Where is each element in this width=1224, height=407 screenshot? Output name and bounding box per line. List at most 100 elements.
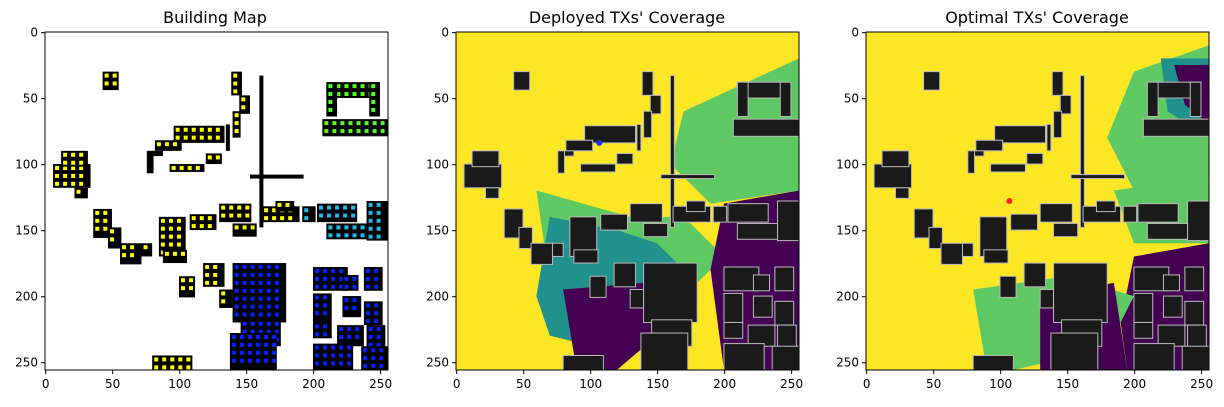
tx-candidate-dot	[314, 276, 319, 281]
tx-candidate-dot	[336, 225, 341, 230]
tx-candidate-dot	[234, 113, 239, 118]
tx-candidate-dot	[371, 356, 376, 361]
tx-candidate-dot	[250, 304, 255, 309]
tx-candidate-dot	[247, 350, 252, 355]
building	[972, 354, 1014, 370]
tx-candidate-dot	[79, 173, 84, 178]
building	[107, 227, 122, 249]
tx-candidate-dot	[323, 268, 328, 273]
building	[1142, 118, 1209, 137]
tx-candidate-dot	[352, 305, 357, 310]
x-tick-label: 50	[926, 377, 941, 391]
tx-candidate-dot	[215, 127, 220, 132]
tx-candidate-dot	[95, 218, 100, 223]
tx-candidate-dot	[242, 265, 247, 270]
building	[1122, 205, 1138, 223]
tx-candidate-dot	[168, 242, 173, 247]
tx-candidate-dot	[304, 216, 309, 221]
y-tick-label: 0	[30, 26, 38, 40]
tx-candidate-dot	[368, 210, 373, 215]
tx-candidate-dot	[376, 334, 381, 339]
building	[369, 82, 380, 117]
tx-candidate-dot	[258, 296, 263, 301]
tx-candidate-dot	[328, 225, 333, 230]
building	[312, 267, 348, 291]
tx-candidate-dot	[63, 181, 68, 186]
y-tick-label: 100	[836, 158, 859, 172]
building	[275, 201, 295, 212]
tx-candidate-dot	[234, 225, 239, 230]
tx-candidate-dot	[373, 311, 378, 316]
panel-deployed-coverage: Deployed TXs' Coverage 0 50 100 150 200 250 0 5…	[426, 8, 803, 391]
tx-candidate-dot	[372, 121, 377, 126]
building	[1187, 324, 1207, 350]
tx-candidate-dot	[328, 107, 333, 112]
tx-candidate-dot	[340, 129, 345, 134]
tx-candidate-dot	[373, 319, 378, 324]
tx-candidate-dot	[314, 353, 319, 358]
tx-candidate-dot	[266, 329, 271, 334]
axes-frame	[455, 31, 800, 371]
tx-candidate-dot	[191, 135, 196, 140]
y-tick-label: 150	[836, 224, 859, 238]
tx-candidate-dot	[339, 276, 344, 281]
tx-candidate-dot	[242, 225, 247, 230]
tx-candidate-dot	[332, 121, 337, 126]
building	[774, 266, 795, 292]
tx-candidate-dot	[266, 296, 271, 301]
building	[774, 300, 795, 326]
tx-candidate-dot	[365, 276, 370, 281]
building	[1162, 295, 1183, 318]
tx-candidate-dot	[373, 284, 378, 289]
tx-candidate-dot	[234, 129, 239, 134]
tx-candidate-dot	[247, 358, 252, 363]
tx-candidate-dot	[352, 84, 357, 89]
building	[1039, 203, 1073, 223]
building	[149, 150, 163, 157]
building	[983, 249, 1009, 264]
tx-candidate-dot	[264, 358, 269, 363]
tx-candidate-dot	[343, 213, 348, 218]
tx-candidate-dot	[368, 327, 373, 332]
tx-candidate-dot	[348, 121, 353, 126]
tx-candidate-dot	[376, 342, 381, 347]
tx-candidate-dot	[122, 245, 127, 250]
building	[723, 292, 744, 323]
tx-candidate-dot	[376, 226, 381, 231]
building	[640, 332, 689, 370]
tx-candidate-dot	[339, 345, 344, 350]
tx-candidate-dot	[79, 160, 84, 165]
tx-candidate-dot	[76, 189, 81, 194]
tx-candidate-dot	[364, 121, 369, 126]
tx-candidate-dot	[336, 233, 341, 238]
tx-candidate-dot	[189, 286, 194, 291]
tx-candidate-dot	[234, 304, 239, 309]
x-tick-label: 150	[235, 377, 258, 391]
tx-candidate-dot	[63, 160, 68, 165]
x-tick-label: 0	[42, 377, 50, 391]
tx-candidate-dot	[63, 152, 68, 157]
panel-title-deployed-coverage: Deployed TXs' Coverage	[529, 8, 725, 27]
tx-candidate-dot	[186, 365, 191, 370]
tx-candidate-dot	[79, 181, 84, 186]
tx-candidate-dot	[363, 348, 368, 353]
tx-candidate-dot	[266, 280, 271, 285]
tx-candidate-dot	[170, 365, 175, 370]
building	[152, 355, 193, 370]
tx-candidate-dot	[352, 92, 357, 97]
tx-candidate-dot	[314, 345, 319, 350]
building	[752, 295, 773, 318]
tx-candidate-dot	[241, 105, 246, 110]
tx-candidate-dot	[328, 92, 333, 97]
building	[1046, 123, 1052, 152]
tx-candidate-dot	[314, 311, 319, 316]
tx-candidate-dot	[207, 127, 212, 132]
tx-candidate-dot	[250, 272, 255, 277]
y-tick-label: 100	[15, 158, 38, 172]
y-tick-label: 0	[441, 26, 449, 40]
tx-candidate-dot	[347, 361, 352, 366]
y-tick-label: 50	[434, 92, 449, 106]
tx-candidate-dot	[339, 268, 344, 273]
tx-candidate-dot	[324, 129, 329, 134]
tx-candidate-dot	[331, 284, 336, 289]
